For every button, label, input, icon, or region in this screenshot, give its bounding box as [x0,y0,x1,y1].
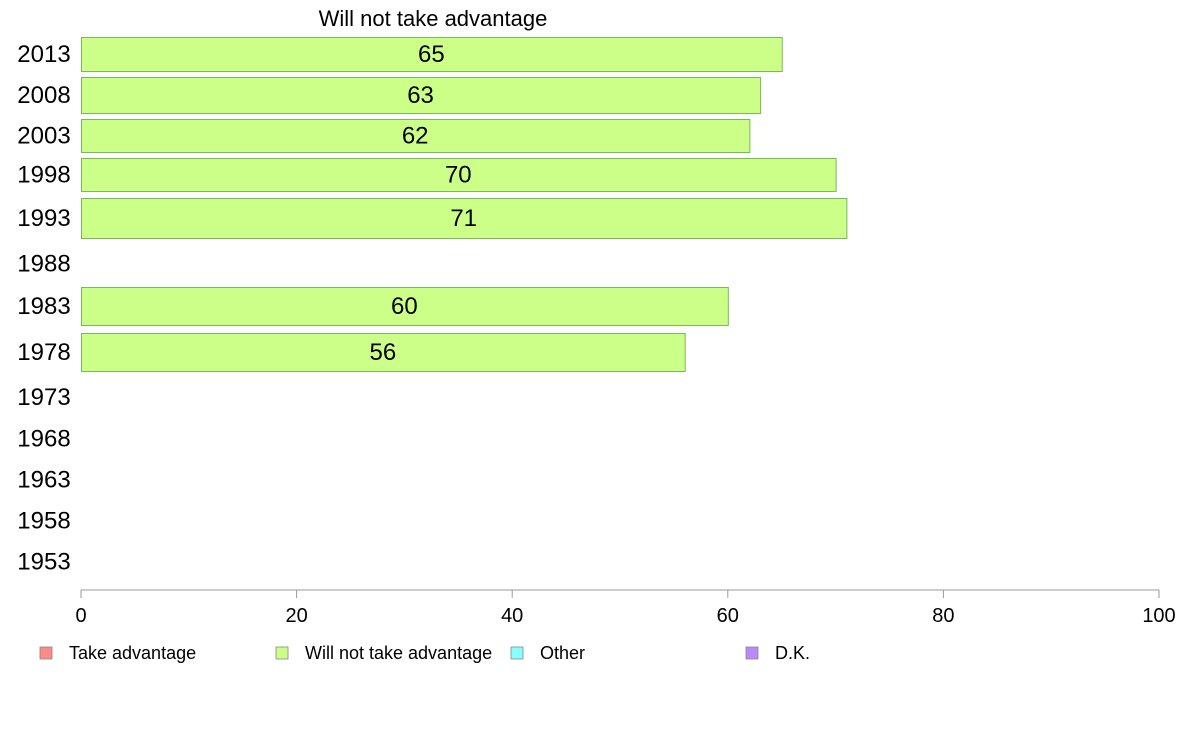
y-tick-label: 2013 [17,41,70,68]
bar-value-label: 60 [391,293,418,320]
bars-layer: 65 63 62 70 71 60 56 [81,37,848,372]
bar-value-label: 70 [445,162,472,189]
legend-swatch [39,646,53,660]
x-tick-label: 20 [285,605,307,627]
x-tick-label: 0 [75,605,86,627]
legend: Take advantage Will not take advantage Oth… [39,643,810,663]
x-tick-label: 80 [932,605,954,627]
y-tick-label: 1958 [17,508,70,535]
bar-value-label: 71 [450,205,477,232]
y-tick-label: 1983 [17,293,70,320]
bar [81,198,848,239]
x-tick-label: 40 [501,605,523,627]
chart-title: Will not take advantage [319,6,548,31]
y-tick-label: 1953 [17,549,70,576]
legend-label: Other [540,643,585,663]
bar-value-label: 56 [369,339,396,366]
legend-label: Take advantage [69,643,196,663]
y-tick-label: 2003 [17,123,70,150]
y-tick-label: 1993 [17,205,70,232]
y-tick-label: 1963 [17,467,70,494]
bar [81,287,729,326]
bar-value-label: 62 [402,123,429,150]
bar [81,119,751,153]
legend-swatch [510,646,524,660]
bar [81,158,837,192]
bar [81,37,783,72]
x-axis: 0 20 40 60 80 100 [75,589,1176,627]
bar [81,333,686,372]
x-tick-label: 100 [1142,605,1175,627]
y-tick-label: 1998 [17,162,70,189]
y-tick-label: 1973 [17,384,70,411]
legend-swatch [745,646,759,660]
y-axis-labels: 2013 2008 2003 1998 1993 1988 1983 1978 1973 1968… [17,41,70,576]
y-tick-label: 2008 [17,82,70,109]
legend-label: Will not take advantage [305,643,492,663]
y-tick-label: 1968 [17,426,70,453]
y-tick-label: 1978 [17,339,70,366]
legend-label: D.K. [775,643,810,663]
legend-swatch [275,646,289,660]
bar [81,77,762,114]
x-tick-label: 60 [717,605,739,627]
bar-value-label: 65 [418,41,445,68]
bar-value-label: 63 [407,82,434,109]
y-tick-label: 1988 [17,251,70,278]
